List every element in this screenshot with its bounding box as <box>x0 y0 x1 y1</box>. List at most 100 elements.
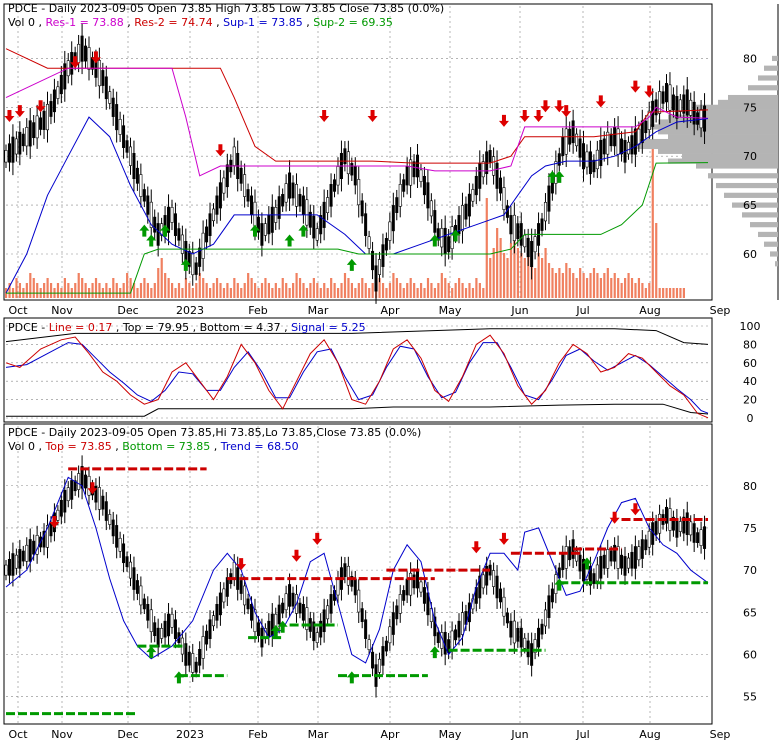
trend-x-tick-label: Sep <box>710 728 731 741</box>
price-legend-res2: Res-2 = 74.74 <box>134 16 212 29</box>
volume-bar <box>506 258 509 298</box>
price-candle <box>540 218 544 231</box>
price-candle <box>685 89 689 116</box>
price-candle <box>45 525 49 548</box>
price-candle <box>637 128 641 145</box>
volume-bar <box>112 278 115 298</box>
price-candle <box>77 473 81 490</box>
price-candle <box>187 251 191 267</box>
volume-bar <box>527 238 530 298</box>
volume-bar <box>361 278 364 298</box>
price-candle <box>163 620 167 638</box>
price-candle <box>578 554 582 572</box>
price-candle <box>377 259 381 275</box>
price-candle <box>661 91 665 104</box>
volume-bar <box>143 278 146 298</box>
volume-bar <box>651 148 654 298</box>
trend-legend-top: Top = 73.85 <box>44 440 111 453</box>
volume-bar <box>468 283 471 298</box>
price-candle <box>11 136 15 163</box>
volume-bar <box>25 283 28 298</box>
price-candle <box>312 621 316 642</box>
price-candle <box>492 570 496 587</box>
price-candle <box>115 104 119 131</box>
sell-arrow <box>87 482 98 495</box>
price-candle <box>398 594 402 614</box>
oscillator-top-line <box>5 328 709 345</box>
volume-profile-bar <box>686 109 778 115</box>
price-candle <box>557 153 561 166</box>
volume-bar <box>153 283 156 298</box>
price-candle <box>39 117 43 130</box>
trend-x-tick-label: May <box>439 728 462 741</box>
price-candle <box>543 202 547 222</box>
trend-y-ticks: 55 60 65 70 75 80 <box>743 480 757 704</box>
volume-bar <box>409 278 412 298</box>
price-candle <box>509 620 513 638</box>
volume-bar <box>247 273 250 298</box>
price-candle <box>187 651 191 666</box>
volume-bar <box>357 283 360 298</box>
volume-bar <box>378 278 381 298</box>
trend-x-tick-label: Apr <box>380 728 400 741</box>
price-candle <box>246 189 250 202</box>
price-candle <box>512 214 516 241</box>
price-candle <box>374 265 378 292</box>
trend-gridlines <box>6 426 710 724</box>
volume-profile-bar <box>668 134 778 140</box>
volume-bar <box>658 288 661 298</box>
sell-arrow <box>561 105 572 118</box>
price-candle <box>142 189 146 202</box>
price-candle <box>516 627 520 642</box>
price-candle <box>288 172 292 199</box>
price-candle <box>699 108 703 129</box>
buy-arrow <box>180 258 191 271</box>
price-legend-row: Vol 0 , Res-1 = 73.88 , Res-2 = 74.74 , … <box>8 16 393 29</box>
volume-profile-bar <box>770 251 778 257</box>
price-candle <box>194 661 198 673</box>
price-y-tick-label: 80 <box>743 52 757 65</box>
price-candle <box>447 236 451 253</box>
volume-bar <box>589 273 592 298</box>
buy-arrow <box>249 224 260 237</box>
volume-bar <box>243 283 246 298</box>
price-candle <box>512 620 516 644</box>
price-candle <box>170 207 174 223</box>
price-candle <box>357 589 361 613</box>
price-candle <box>346 151 350 175</box>
sell-arrow <box>35 100 46 113</box>
price-candle <box>215 195 219 215</box>
price-candle <box>132 567 136 590</box>
volume-bar <box>157 268 160 298</box>
price-candle <box>540 623 544 635</box>
volume-bar <box>46 278 49 298</box>
price-candle <box>77 43 81 64</box>
buy-arrow <box>146 646 157 659</box>
volume-bar <box>326 288 329 298</box>
price-candle <box>450 226 454 250</box>
volume-bar <box>568 268 571 298</box>
price-candle <box>191 252 195 276</box>
price-candle <box>644 120 648 134</box>
price-candle <box>391 205 395 232</box>
volume-bar <box>267 283 271 298</box>
trend-x-tick-label: Oct <box>8 728 28 741</box>
oscillator-y-ticks: 0 20 40 60 80 100 <box>740 320 761 425</box>
price-candle <box>671 94 675 111</box>
volume-bar <box>682 288 685 298</box>
trend-y-tick-label: 80 <box>743 480 757 493</box>
price-candle <box>18 131 22 155</box>
volume-bar <box>74 283 77 298</box>
price-candle <box>692 523 696 543</box>
price-candle <box>49 101 53 117</box>
volume-bar <box>177 283 181 298</box>
price-candle <box>42 530 46 548</box>
price-x-tick-label: Feb <box>248 304 267 317</box>
price-candle <box>343 563 347 577</box>
price-candle <box>122 543 126 564</box>
oscillator-legend-line: Line = 0.17 <box>49 321 113 334</box>
price-candle <box>263 223 267 236</box>
price-candle <box>7 558 11 576</box>
volume-bar <box>285 283 288 298</box>
price-candle <box>284 183 288 203</box>
